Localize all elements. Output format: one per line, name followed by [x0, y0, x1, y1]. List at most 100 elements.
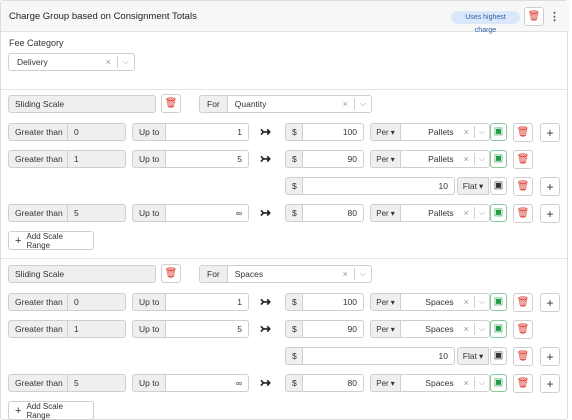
per-label: Per [376, 378, 389, 388]
fee-category-label: Fee Category [9, 38, 64, 48]
up-to-input[interactable]: ∞ [166, 374, 249, 392]
flat-select[interactable]: Flat ▾ [457, 177, 489, 195]
flat-amount-input[interactable]: 10 [303, 177, 455, 195]
section-divider [1, 89, 569, 90]
price-input[interactable]: 90 [303, 320, 364, 338]
save-button[interactable]: ▣ [490, 177, 507, 195]
up-to-input[interactable]: 1 [166, 293, 249, 311]
more-options-icon[interactable]: ⋮ [549, 11, 560, 23]
add-scale-range-button[interactable]: + Add Scale Range [8, 231, 94, 250]
per-select[interactable]: Per ▾ [370, 374, 401, 392]
save-button[interactable]: ▣ [490, 123, 507, 141]
price-input[interactable]: 90 [303, 150, 364, 168]
chevron-down-icon: ⌵ [359, 99, 366, 108]
trash-icon: 🗑 [516, 350, 530, 362]
chevron-down-icon: ⌵ [478, 378, 485, 387]
clear-icon[interactable]: × [342, 269, 348, 279]
delete-row-button[interactable]: 🗑 [513, 177, 533, 196]
clear-icon[interactable]: × [463, 297, 469, 307]
delete-row-button[interactable]: 🗑 [513, 374, 533, 393]
greater-than-value[interactable]: 0 [68, 293, 126, 311]
price-input[interactable]: 100 [303, 123, 364, 141]
fee-category-select[interactable]: Delivery × ⌵ [8, 53, 135, 71]
per-select[interactable]: Per ▾ [370, 293, 401, 311]
per-select[interactable]: Per ▾ [370, 204, 401, 222]
unit-select[interactable]: Spaces × ⌵ [401, 374, 490, 392]
up-to-label: Up to [132, 293, 166, 311]
delete-row-button[interactable]: 🗑 [513, 347, 533, 366]
clear-icon[interactable]: × [463, 154, 469, 164]
clear-icon[interactable]: × [463, 378, 469, 388]
clear-icon[interactable]: × [105, 57, 111, 67]
save-button[interactable]: ▣ [490, 293, 507, 311]
add-scale-range-label: Add Scale Range [26, 231, 63, 250]
per-label: Per [376, 127, 389, 137]
unit-select[interactable]: Spaces × ⌵ [401, 320, 490, 338]
greater-than-value[interactable]: 5 [68, 374, 126, 392]
delete-scale-button[interactable]: 🗑 [161, 94, 181, 113]
delete-row-button[interactable]: 🗑 [513, 204, 533, 223]
per-select[interactable]: Per ▾ [370, 320, 401, 338]
delete-scale-button[interactable]: 🗑 [161, 264, 181, 283]
flat-select[interactable]: Flat ▾ [457, 347, 489, 365]
greater-than-value[interactable]: 1 [68, 320, 126, 338]
save-button[interactable]: ▣ [490, 150, 507, 168]
clear-icon[interactable]: × [463, 127, 469, 137]
scale-type-field[interactable]: Sliding Scale [8, 95, 156, 113]
plus-icon: + [546, 349, 554, 364]
up-to-input[interactable]: ∞ [166, 204, 249, 222]
per-select[interactable]: Per ▾ [370, 150, 401, 168]
plus-icon: + [546, 206, 554, 221]
add-row-button[interactable]: + [540, 347, 560, 366]
add-row-button[interactable]: + [540, 177, 560, 196]
delete-row-button[interactable]: 🗑 [513, 320, 533, 339]
save-button[interactable]: ▣ [490, 204, 507, 222]
save-icon: ▣ [493, 323, 504, 334]
unit-select[interactable]: Spaces × ⌵ [401, 293, 490, 311]
up-to-input[interactable]: 5 [166, 320, 249, 338]
greater-than-value[interactable]: 0 [68, 123, 126, 141]
clear-icon[interactable]: × [463, 208, 469, 218]
currency-prefix: $ [285, 293, 303, 311]
up-to-input[interactable]: 5 [166, 150, 249, 168]
price-input[interactable]: 100 [303, 293, 364, 311]
caret-down-icon: ▾ [390, 154, 395, 164]
add-scale-range-label: Add Scale Range [26, 401, 63, 420]
up-to-input[interactable]: 1 [166, 123, 249, 141]
plus-icon: + [15, 234, 22, 247]
delete-row-button[interactable]: 🗑 [513, 293, 533, 312]
add-row-button[interactable]: + [540, 374, 560, 393]
unit-value: Pallets [428, 208, 454, 218]
add-row-button[interactable]: + [540, 204, 560, 223]
greater-than-value[interactable]: 5 [68, 204, 126, 222]
clear-icon[interactable]: × [463, 324, 469, 334]
for-select[interactable]: For Quantity × ⌵ [199, 95, 372, 113]
save-button[interactable]: ▣ [490, 347, 507, 365]
chevron-down-icon: ⌵ [359, 269, 366, 278]
up-to-label: Up to [132, 320, 166, 338]
greater-than-value[interactable]: 1 [68, 150, 126, 168]
unit-select[interactable]: Pallets × ⌵ [401, 150, 490, 168]
trash-icon: 🗑 [164, 97, 178, 109]
for-select[interactable]: For Spaces × ⌵ [199, 265, 372, 283]
card-title: Charge Group based on Consignment Totals [9, 11, 197, 22]
currency-prefix: $ [285, 204, 303, 222]
per-select[interactable]: Per ▾ [370, 123, 401, 141]
delete-group-button[interactable]: 🗑 [524, 7, 544, 26]
save-button[interactable]: ▣ [490, 374, 507, 392]
clear-icon[interactable]: × [342, 99, 348, 109]
caret-down-icon: ▾ [390, 127, 395, 137]
up-to-label: Up to [132, 123, 166, 141]
add-row-button[interactable]: + [540, 123, 560, 142]
flat-amount-input[interactable]: 10 [303, 347, 455, 365]
add-scale-range-button[interactable]: + Add Scale Range [8, 401, 94, 420]
price-input[interactable]: 80 [303, 374, 364, 392]
unit-select[interactable]: Pallets × ⌵ [401, 204, 490, 222]
unit-select[interactable]: Pallets × ⌵ [401, 123, 490, 141]
add-row-button[interactable]: + [540, 293, 560, 312]
price-input[interactable]: 80 [303, 204, 364, 222]
delete-row-button[interactable]: 🗑 [513, 150, 533, 169]
delete-row-button[interactable]: 🗑 [513, 123, 533, 142]
scale-type-field[interactable]: Sliding Scale [8, 265, 156, 283]
save-button[interactable]: ▣ [490, 320, 507, 338]
